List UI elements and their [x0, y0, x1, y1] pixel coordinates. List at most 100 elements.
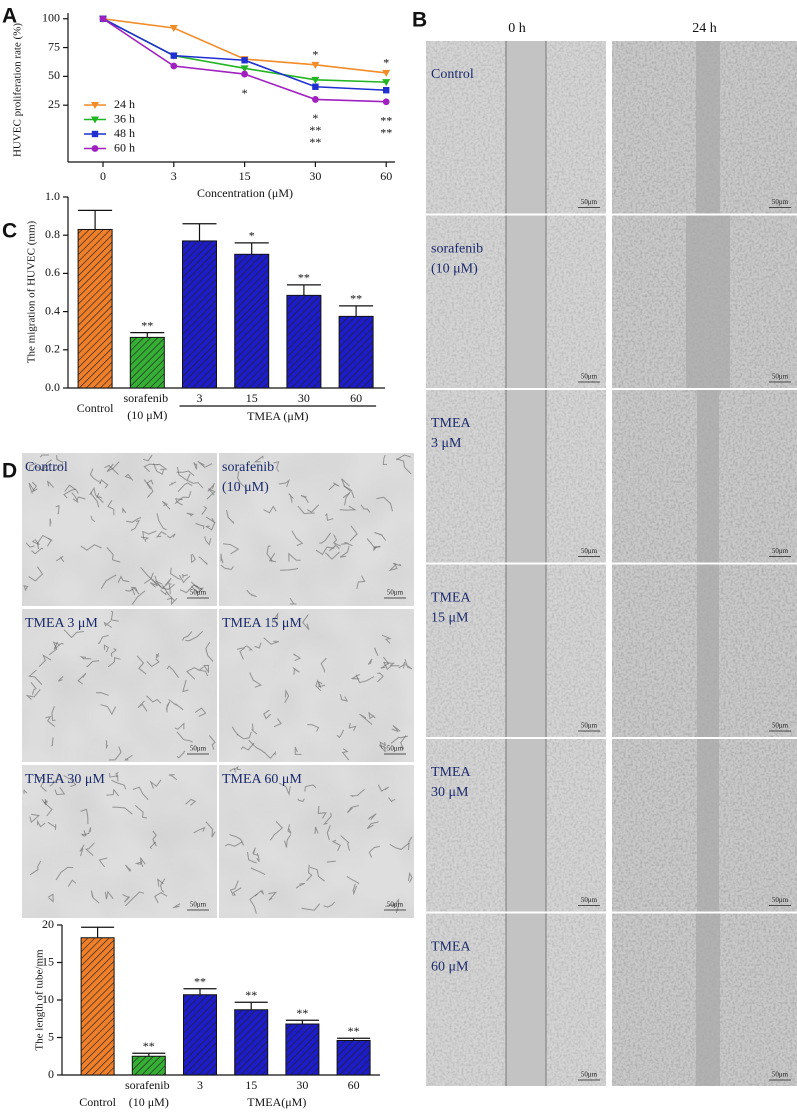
y-tick-label: 100: [42, 11, 60, 25]
tube-texture: [144, 572, 154, 584]
tube-texture: [149, 579, 158, 588]
tube-texture: [273, 461, 280, 472]
series-line: [102, 17, 387, 74]
y-tick-label: 0.6: [45, 265, 60, 279]
tube-texture: [323, 901, 335, 908]
tube-texture: [326, 825, 331, 841]
tube-texture: [176, 470, 195, 476]
legend-label: 24 h: [114, 97, 135, 111]
tube-texture: [250, 867, 266, 876]
tube-texture: [166, 533, 176, 539]
row-label: (10 μM): [431, 262, 478, 277]
panel-label: B: [412, 9, 427, 32]
tube-texture: [288, 493, 294, 503]
tube-texture: [46, 537, 53, 547]
tube-texture: [208, 735, 216, 750]
y-tick-label: 15: [42, 954, 54, 968]
tube-texture: [106, 461, 120, 472]
tube-texture: [77, 672, 87, 685]
tube-texture: [356, 575, 366, 590]
y-tick-label: 10: [42, 992, 54, 1006]
tube-texture: [304, 784, 317, 792]
tube-texture: [193, 826, 206, 834]
tube-texture: [186, 512, 195, 517]
bar: [286, 294, 322, 389]
tube-texture: [31, 547, 44, 555]
tube-texture: [383, 662, 396, 667]
tube-texture: [49, 773, 59, 787]
tube-texture: [56, 455, 64, 463]
x-tick-label: sorafenib (10 μM): [125, 1078, 173, 1109]
tube-texture: [23, 789, 28, 794]
tube-texture: [30, 681, 37, 695]
tube-texture: [284, 689, 290, 704]
tube-texture: [280, 567, 299, 571]
tube-texture: [140, 536, 150, 543]
scale-bar-label: 50μm: [581, 896, 598, 904]
row-label: 15 μM: [431, 611, 469, 626]
tube-texture: [195, 522, 205, 529]
tube-texture: [110, 647, 117, 657]
scratch-gap: [506, 913, 546, 1086]
x-tick-label: Control: [79, 1095, 116, 1109]
tube-texture: [229, 834, 245, 846]
tube-texture: [108, 772, 119, 782]
tube-texture: [224, 841, 243, 847]
tube-texture: [41, 799, 48, 806]
scratch-gap: [506, 739, 546, 912]
tube-texture: [134, 805, 147, 819]
tube-texture: [115, 772, 119, 778]
tube-texture: [341, 748, 350, 761]
image-label: TMEA 15 μM: [222, 616, 302, 631]
significance-mark: **: [380, 113, 392, 127]
scale-bar-label: 50μm: [387, 745, 404, 753]
scale-bar-label: 50μm: [772, 722, 789, 730]
tube-texture: [155, 531, 167, 538]
tube-texture: [89, 468, 102, 484]
tube-texture: [198, 666, 208, 677]
tube-texture: [346, 875, 360, 885]
tube-texture: [140, 566, 162, 588]
tube-texture: [207, 482, 215, 492]
tube-texture: [172, 903, 181, 909]
significance-mark: *: [249, 229, 255, 243]
tube-texture: [249, 893, 258, 914]
bar: [183, 994, 217, 1076]
tube-texture: [156, 652, 160, 659]
tube-texture: [315, 546, 335, 556]
tube-texture: [160, 589, 167, 596]
y-tick-label: 5: [48, 1029, 54, 1043]
tube-texture: [231, 726, 239, 736]
tube-texture: [366, 821, 379, 829]
tube-texture: [348, 723, 357, 732]
tube-texture: [80, 808, 89, 825]
tube-texture: [161, 500, 171, 510]
y-axis-label: The migration of HUVEC (mm): [26, 220, 38, 363]
y-tick-label: 1.0: [45, 189, 60, 203]
tube-texture: [25, 542, 35, 548]
significance-mark: *: [312, 48, 318, 62]
tube-texture: [106, 788, 120, 797]
tube-texture: [197, 460, 213, 468]
tube-texture: [100, 704, 117, 716]
tube-texture: [95, 692, 109, 696]
y-axis-label: HUVEC proliferation rate (%): [12, 23, 24, 157]
tube-texture: [56, 556, 65, 563]
tube-texture: [161, 577, 172, 589]
tube-texture: [223, 543, 240, 555]
tube-texture: [248, 739, 265, 754]
tube-texture: [146, 695, 162, 704]
tube-texture: [252, 847, 259, 856]
tube-texture: [291, 530, 304, 547]
significance-mark: **: [348, 1024, 360, 1038]
tube-texture: [263, 505, 277, 514]
tube-texture: [301, 903, 321, 911]
scratch-gap: [686, 215, 730, 388]
tube-texture: [154, 892, 168, 904]
tube-texture: [36, 534, 50, 550]
marker: [311, 76, 320, 84]
y-tick-label: 20: [42, 917, 54, 931]
scale-bar-label: 50μm: [581, 373, 598, 381]
scratch-gap: [697, 739, 719, 912]
